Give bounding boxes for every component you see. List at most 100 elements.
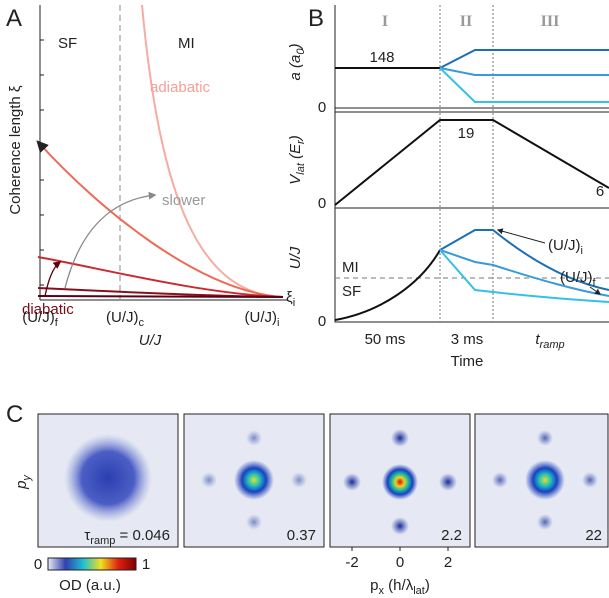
panel-c: C py τramp = 0.046 0.37 2.2 22 0 1 OD (a… (6, 401, 609, 597)
text-part: = 0.046 (115, 527, 170, 544)
xi-label: ξi (286, 289, 295, 309)
y-label: Vlat (Er) (287, 135, 307, 184)
x-label: Time (451, 353, 484, 370)
subscript: ramp (540, 339, 565, 351)
curve (439, 67, 609, 103)
subscript: lat (295, 162, 307, 175)
arrow (44, 261, 62, 297)
subscript: i (293, 297, 295, 309)
panel-b: B I II III a (a0) 0 148 Vlat (Er) 0 19 6… (287, 5, 609, 370)
subscript: f (55, 317, 59, 329)
subscript: f (593, 277, 597, 289)
curve (334, 249, 441, 321)
ticks (351, 547, 449, 551)
x-tick-label: 2 (444, 554, 452, 571)
text-part: (h/λ (384, 577, 414, 594)
curve (37, 295, 284, 298)
text-part: (U/J) (245, 309, 278, 326)
region: SF (342, 283, 361, 300)
y-label: U/J (287, 246, 304, 269)
x-tick-label: 0 (396, 554, 404, 571)
image-label: 0.37 (287, 527, 316, 544)
x-label: U/J (139, 332, 162, 349)
arrow (589, 286, 601, 295)
annotation: (U/J)i (548, 237, 583, 257)
image-label: 22 (585, 527, 602, 544)
x-tick-label: (U/J)c (106, 309, 145, 329)
panel-a: A SF MI Coherence length ξ adiabatic slo… (6, 4, 295, 349)
curve (141, 4, 284, 298)
text-part: p (13, 481, 30, 490)
subscript: 0 (295, 48, 307, 55)
text-part: ) (287, 44, 304, 51)
colorbar-label: 1 (142, 556, 150, 573)
panel-label: A (6, 5, 22, 32)
panel-label: B (308, 5, 324, 32)
peaks (492, 430, 598, 530)
value: 19 (458, 125, 475, 142)
annotation: (U/J)f (560, 269, 597, 289)
subscript: c (139, 317, 145, 329)
stage: II (460, 13, 472, 30)
text-part: (U/J) (560, 269, 593, 286)
curve (439, 229, 609, 291)
text-part: ξ (286, 289, 293, 306)
ticks (40, 39, 44, 286)
stage: I (382, 13, 388, 30)
text-part: t (535, 331, 540, 348)
x-tick-label: (U/J)f (22, 309, 59, 329)
text-part: τ (84, 527, 90, 544)
x-tick-label: 3 ms (451, 331, 484, 348)
subscript: ramp (90, 535, 115, 547)
axes (334, 5, 609, 323)
curve-label: diabatic (22, 301, 74, 318)
curve-label: adiabatic (150, 79, 211, 96)
text-part: (U/J) (548, 237, 581, 254)
region: SF (58, 35, 77, 52)
curve (439, 67, 609, 76)
zero: 0 (318, 99, 326, 116)
text-part: (U/J) (22, 309, 55, 326)
text-part: (U/J) (106, 309, 139, 326)
arrow (64, 191, 157, 289)
x-label: px (h/λlat) (370, 577, 430, 597)
x-tick-label: 50 ms (365, 331, 406, 348)
text-part: ) (425, 577, 430, 594)
text-part: p (370, 577, 378, 594)
text-part: a (a (287, 55, 304, 81)
text-part: ) (287, 135, 304, 142)
curve (439, 49, 609, 69)
image-label: τramp = 0.046 (84, 527, 170, 547)
subscript: y (21, 474, 33, 482)
region: MI (342, 259, 359, 276)
subscript: x (379, 585, 385, 597)
text-part: V (287, 173, 304, 185)
value: 6 (596, 183, 604, 200)
curve (439, 249, 609, 303)
value: 148 (369, 49, 394, 66)
arrow (496, 228, 546, 244)
x-tick-label: tramp (535, 331, 564, 351)
peaks (201, 430, 307, 530)
subscript: r (295, 139, 307, 144)
x-tick-label: -2 (345, 554, 358, 571)
x-tick-label: (U/J)i (245, 309, 280, 329)
image-label: 2.2 (441, 527, 462, 544)
colorbar-label: 0 (34, 556, 42, 573)
subscript: i (277, 317, 279, 329)
subscript: i (581, 245, 583, 257)
curve (36, 140, 284, 298)
colorbar-title: OD (a.u.) (59, 577, 121, 594)
curve (37, 256, 284, 298)
stage: III (541, 13, 560, 30)
curve (334, 119, 609, 206)
zero: 0 (318, 313, 326, 330)
y-label: Coherence length ξ (7, 85, 24, 215)
y-label: py (13, 474, 33, 490)
zero: 0 (318, 195, 326, 212)
colorbar (47, 557, 137, 571)
peaks (343, 429, 457, 535)
panel-label: C (6, 401, 23, 428)
curve-label: slower (162, 192, 205, 209)
